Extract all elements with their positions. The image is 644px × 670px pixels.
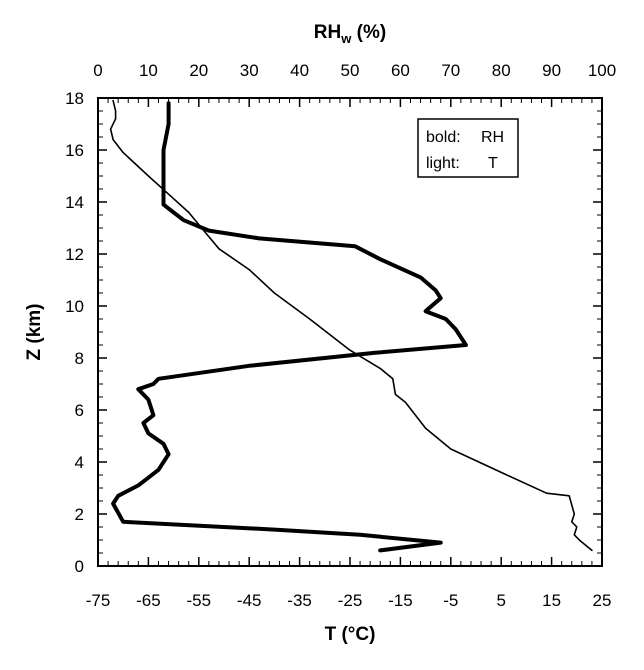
left-tick-label: 14: [65, 193, 84, 212]
series-line-rh: [111, 101, 468, 553]
top-tick-label: 80: [492, 61, 511, 80]
bottom-tick-label: 5: [496, 591, 505, 610]
legend: bold: RH light: T: [417, 118, 519, 178]
bottom-tick-label: 15: [542, 591, 561, 610]
top-tick-label: 20: [189, 61, 208, 80]
top-tick-label: 100: [588, 61, 616, 80]
top-tick-label: 10: [139, 61, 158, 80]
legend-light-label: light:: [426, 155, 460, 172]
top-tick-label: 40: [290, 61, 309, 80]
bottom-axis-title: T (°C): [325, 624, 376, 645]
bottom-tick-label: -15: [388, 591, 413, 610]
bottom-tick-label: -35: [287, 591, 312, 610]
bottom-tick-label: -65: [136, 591, 161, 610]
top-tick-label: 70: [441, 61, 460, 80]
bottom-tick-label: -5: [443, 591, 458, 610]
series-line-t: [109, 99, 593, 552]
top-tick-label: 60: [391, 61, 410, 80]
plot-frame: [97, 97, 603, 567]
legend-bold-value: RH: [481, 129, 504, 146]
left-axis-title: Z (km): [24, 304, 45, 361]
top-tick-label: 90: [542, 61, 561, 80]
bottom-tick-label: 25: [593, 591, 612, 610]
bottom-tick-label: -75: [86, 591, 111, 610]
top-axis-title: RHw (%): [314, 22, 386, 46]
left-tick-label: 16: [65, 141, 84, 160]
left-tick-label: 18: [65, 89, 84, 108]
legend-box: [417, 118, 519, 178]
top-tick-label: 0: [93, 61, 102, 80]
left-tick-label: 6: [75, 401, 84, 420]
legend-light-value: T: [488, 155, 498, 172]
bottom-tick-label: -55: [187, 591, 212, 610]
top-tick-label: 30: [240, 61, 259, 80]
bottom-tick-label: -45: [237, 591, 262, 610]
left-tick-label: 2: [75, 505, 84, 524]
left-tick-label: 8: [75, 349, 84, 368]
left-tick-label: 10: [65, 297, 84, 316]
left-tick-label: 0: [75, 557, 84, 576]
legend-bold-label: bold:: [426, 129, 461, 146]
ticks-layer: 0 10 20 30 40 50 60 70 80 90 100-75 -65 -55 -45 -35 -25…: [65, 61, 616, 610]
left-tick-label: 4: [75, 453, 84, 472]
left-tick-label: 12: [65, 245, 84, 264]
bottom-tick-label: -25: [338, 591, 363, 610]
series-layer: [109, 99, 593, 553]
top-tick-label: 50: [341, 61, 360, 80]
